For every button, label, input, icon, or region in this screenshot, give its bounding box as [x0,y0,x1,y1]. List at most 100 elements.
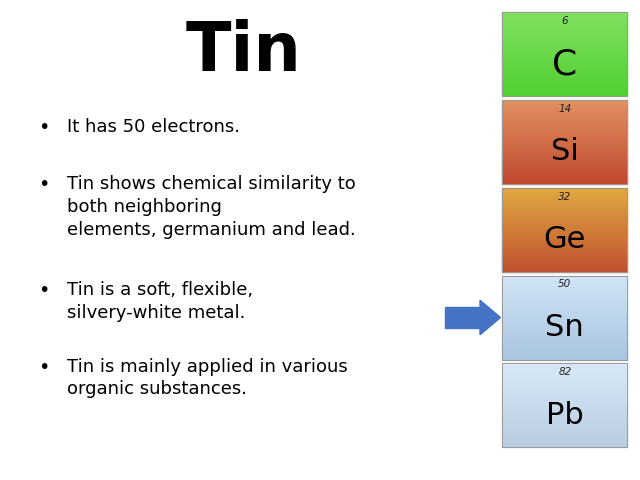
Bar [502,29,627,31]
Bar [502,135,627,137]
Bar [502,221,627,223]
Bar [502,147,627,148]
Bar [502,177,627,179]
Bar [502,117,627,118]
Bar [502,424,627,426]
Bar [502,260,627,262]
Bar [502,149,627,150]
Bar [502,37,627,39]
Bar [502,240,627,241]
Bar [502,338,627,339]
Bar [502,93,627,94]
Text: •: • [38,358,50,377]
Bar [502,311,627,312]
Bar [502,343,627,345]
Bar [502,252,627,253]
Bar [502,290,627,292]
Bar [502,123,627,125]
Bar [502,250,627,252]
Bar [502,198,627,200]
Bar [502,170,627,172]
Bar [502,358,627,360]
Bar [502,276,627,360]
Bar [502,142,627,144]
Bar [502,69,627,71]
Bar [502,204,627,206]
Bar [502,208,627,209]
Text: 50: 50 [558,279,572,289]
Bar [502,243,627,245]
Bar [502,443,627,444]
Bar [502,372,627,373]
Bar [502,180,627,182]
Bar [502,329,627,331]
Bar [502,318,627,319]
Bar [502,253,627,255]
Bar [502,404,627,405]
Bar [502,336,627,338]
Text: Pb: Pb [546,401,584,430]
Bar [502,255,627,256]
Bar [502,380,627,382]
Bar [502,267,627,268]
Bar [502,439,627,441]
Bar [502,108,627,110]
Text: Si: Si [551,137,579,167]
Bar [502,241,627,243]
Bar [502,312,627,314]
Bar [502,36,627,37]
Bar [502,316,627,318]
Bar [502,339,627,341]
Bar [502,64,627,66]
Bar [502,78,627,79]
Bar [502,420,627,422]
Bar [502,367,627,369]
Polygon shape [480,300,500,335]
Bar [502,407,627,409]
Text: 6: 6 [561,16,568,26]
Bar [502,213,627,215]
Bar [502,76,627,77]
Bar [502,369,627,370]
Bar [502,71,627,72]
Bar [502,277,627,279]
Text: 82: 82 [558,367,572,377]
Bar [502,200,627,201]
Bar [502,300,627,302]
Bar [502,302,627,304]
Bar [502,282,627,284]
Bar [502,24,627,25]
Bar [502,125,627,127]
Bar [502,59,627,60]
Bar [502,215,627,216]
Bar [502,287,627,289]
Bar [502,188,627,272]
Bar [502,341,627,343]
Bar [502,203,627,204]
Bar [502,429,627,431]
Bar [502,220,627,221]
Bar [502,412,627,414]
Bar [502,265,627,267]
Bar [502,294,627,296]
Bar [502,292,627,294]
Bar [502,248,627,250]
Bar [502,354,627,356]
Bar [502,405,627,407]
Bar [502,100,627,184]
Bar [502,231,627,233]
Bar [502,188,627,189]
Bar [502,370,627,372]
Bar [502,434,627,436]
Bar [502,365,627,367]
Bar [502,165,627,167]
Bar [502,72,627,74]
Bar [502,83,627,84]
Bar [502,56,627,57]
Bar [502,139,627,140]
Bar [502,319,627,321]
Bar [502,262,627,263]
Bar [502,445,627,447]
Bar [502,12,627,14]
Bar [502,441,627,443]
